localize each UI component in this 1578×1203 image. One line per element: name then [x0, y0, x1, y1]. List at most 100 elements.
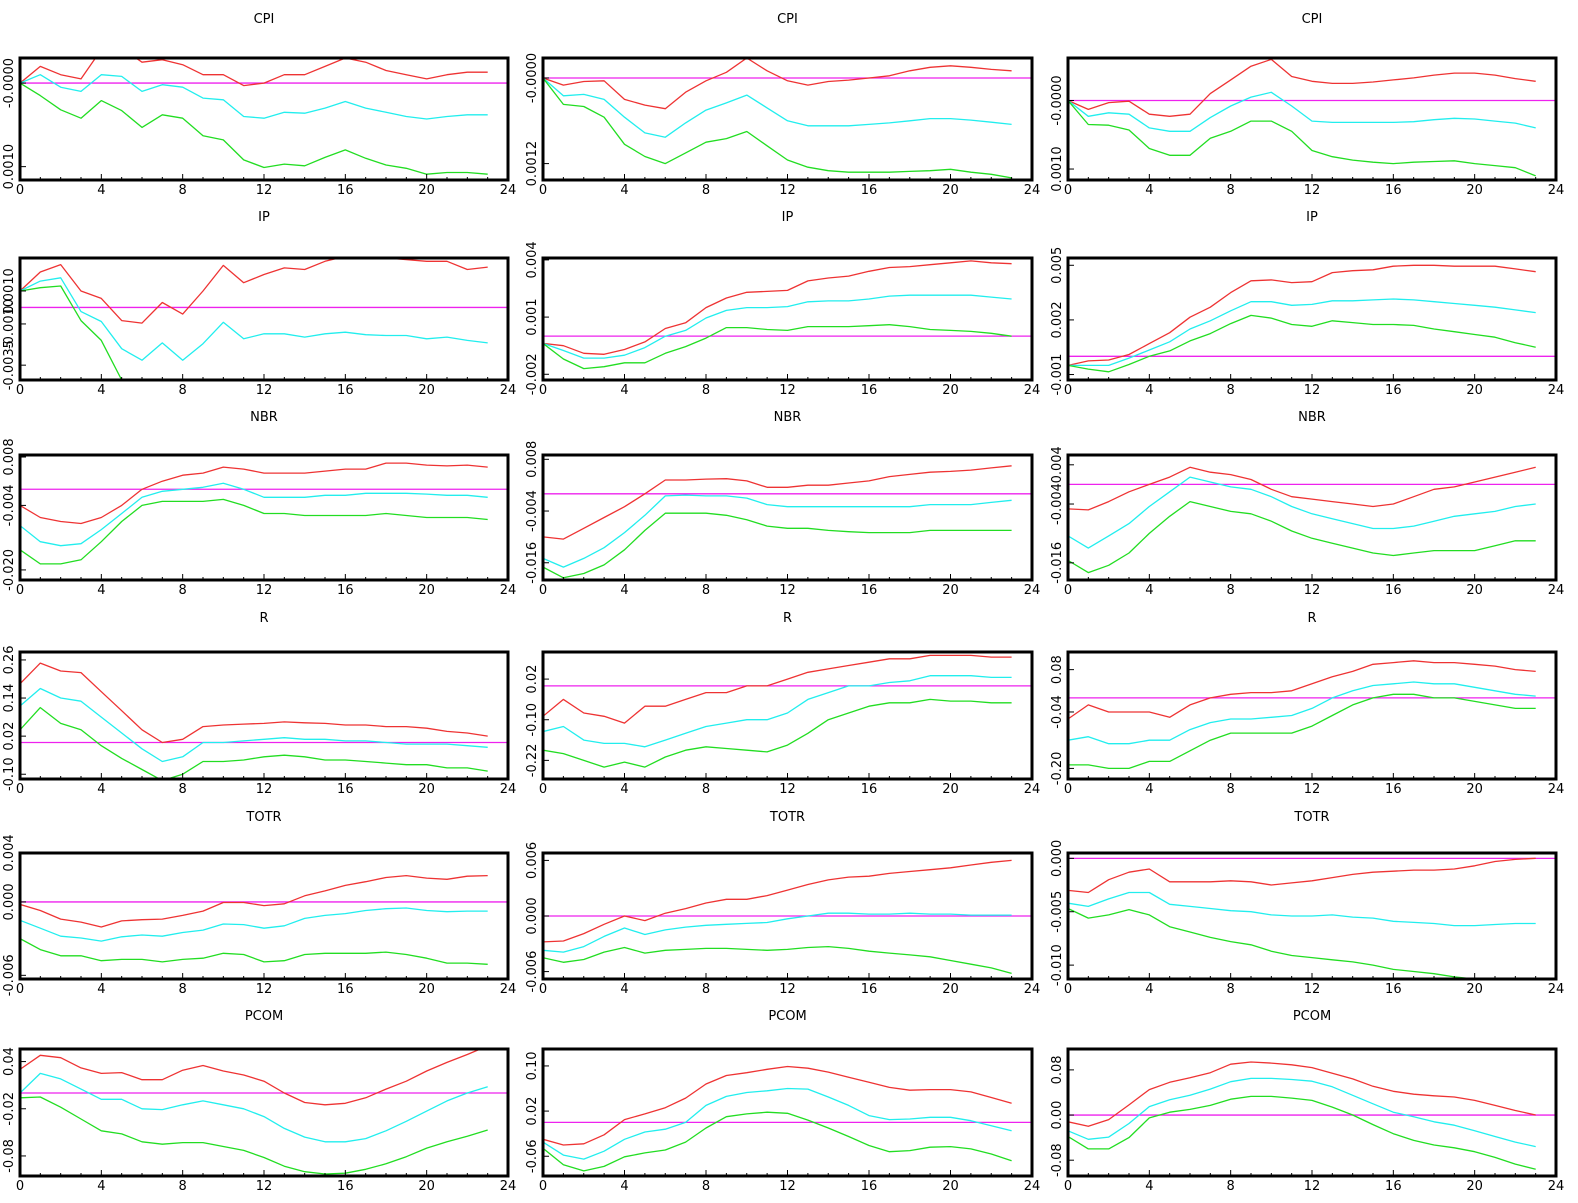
response-line [20, 687, 488, 763]
x-tick-label: 24 [500, 183, 517, 198]
x-tick-label: 8 [1227, 982, 1235, 997]
y-tick-label: 0.26 [2, 645, 17, 674]
x-tick-label: 8 [702, 782, 710, 797]
chart-panel-2: CPI 0 4 8 12 16 20 24 -0.0000 0.0012 [525, 12, 1040, 198]
y-tick-label: 0.0010 [2, 144, 17, 190]
y-tick-label: -0.020 [2, 549, 17, 591]
x-tick-label: 4 [620, 982, 628, 997]
lower-band-line [1068, 100, 1536, 177]
lower-band-line [20, 706, 488, 779]
lower-band-line [543, 1111, 1012, 1172]
chart-title: R [1307, 611, 1316, 626]
y-tick-label: 0.002 [1050, 301, 1065, 338]
x-tick-label: 20 [1466, 383, 1483, 398]
x-tick-label: 16 [1385, 982, 1402, 997]
chart-panel-16: PCOM 0 4 8 12 16 20 24 0.04 -0.02 -0.08 [2, 1009, 516, 1194]
x-tick-label: 4 [1145, 982, 1153, 997]
x-tick-label: 0 [1064, 1179, 1072, 1194]
x-tick-label: 12 [1304, 183, 1321, 198]
x-tick-label: 20 [418, 583, 435, 598]
y-tick-label: -0.006 [525, 951, 540, 993]
upper-band-line [20, 662, 488, 744]
chart-panel-5: IP 0 4 8 12 16 20 24 0.004 0.001 -0.002 [525, 210, 1040, 398]
lower-band-line [1068, 314, 1536, 373]
y-tick-label: 0.000 [1050, 840, 1065, 877]
x-tick-label: 0 [16, 782, 24, 797]
upper-band-line [20, 1049, 483, 1106]
lower-band-line [1068, 500, 1536, 574]
chart-panel-9: NBR 0 4 8 12 16 20 24 0.004-0.004 -0.016 [1050, 410, 1564, 598]
lower-band-line [543, 945, 1012, 975]
y-tick-label: -0.22 [525, 744, 540, 778]
x-tick-label: 24 [1024, 383, 1041, 398]
x-tick-label: 16 [337, 583, 354, 598]
y-tick-label: -0.06 [525, 1139, 540, 1173]
x-tick-label: 12 [1304, 383, 1321, 398]
upper-band-line [1068, 660, 1536, 720]
x-tick-label: 8 [702, 982, 710, 997]
y-tick-label: 0.02 [525, 1097, 540, 1126]
response-line [20, 1072, 488, 1143]
x-tick-label: 4 [1145, 782, 1153, 797]
chart-panel-7: NBR 0 4 8 12 16 20 24 0.008 -0.004 -0.020 [2, 410, 516, 598]
chart-title: PCOM [768, 1009, 806, 1024]
y-tick-label: -0.04 [1050, 695, 1065, 729]
x-tick-label: 12 [256, 183, 273, 198]
lower-band-line [543, 77, 1012, 179]
chart-title: TOTR [1293, 810, 1329, 825]
chart-title: NBR [774, 410, 802, 425]
x-tick-label: 24 [500, 1179, 517, 1194]
x-tick-label: 4 [1145, 383, 1153, 398]
x-tick-label: 24 [500, 982, 517, 997]
x-tick-label: 8 [1227, 583, 1235, 598]
x-tick-label: 12 [779, 383, 796, 398]
y-tick-label: 0.00 [1050, 1101, 1065, 1130]
lower-band-line [20, 498, 488, 565]
x-tick-label: 20 [418, 383, 435, 398]
chart-panel-14: TOTR 0 4 8 12 16 20 24 0.006 0.000 -0.006 [525, 810, 1040, 997]
chart-panel-4: IP 0 4 8 12 16 20 24 0.0010-0.0010-0.0035 [2, 210, 517, 398]
upper-band-line [1068, 466, 1536, 511]
plot-frame [1066, 650, 1558, 781]
upper-band-line [20, 462, 488, 525]
x-tick-label: 16 [861, 982, 878, 997]
chart-panel-1: CPI 0 4 8 12 16 20 24 -0.0000 0.0010 [2, 12, 516, 198]
x-tick-label: 20 [1466, 982, 1483, 997]
x-tick-label: 0 [539, 1179, 547, 1194]
y-tick-label: -0.0000 [1050, 75, 1065, 125]
y-tick-label: -0.0035 [2, 340, 17, 390]
response-line [543, 675, 1012, 748]
response-line [1068, 91, 1536, 132]
x-tick-label: 0 [1064, 782, 1072, 797]
chart-title: NBR [250, 410, 278, 425]
upper-band-line [543, 654, 1012, 724]
chart-panel-6: IP 0 4 8 12 16 20 24 0.005 0.002 -0.001 [1050, 210, 1564, 398]
y-tick-label: 0.008 [2, 438, 17, 475]
x-tick-label: 4 [620, 183, 628, 198]
x-tick-label: 0 [16, 583, 24, 598]
x-tick-label: 16 [861, 383, 878, 398]
y-tick-label: -0.0010 [2, 299, 17, 349]
x-tick-label: 24 [1548, 1179, 1565, 1194]
x-tick-label: 20 [942, 583, 959, 598]
chart-panel-15: TOTR 0 4 8 12 16 20 24 0.000 -0.005 -0.010 [1050, 810, 1564, 997]
y-tick-label: 0.0012 [525, 141, 540, 187]
chart-title: CPI [254, 12, 275, 27]
x-tick-label: 8 [702, 183, 710, 198]
x-tick-label: 8 [1227, 782, 1235, 797]
y-tick-label: 0.001 [525, 298, 540, 335]
upper-band-line [543, 58, 1012, 110]
plot-frame [541, 453, 1034, 582]
y-tick-label: 0.000 [2, 883, 17, 920]
x-tick-label: 12 [1304, 982, 1321, 997]
x-tick-label: 24 [500, 383, 517, 398]
lower-band-line [543, 324, 1012, 370]
plot-frame [541, 1047, 1034, 1178]
plot-frame [541, 650, 1034, 781]
lower-band-line [1068, 693, 1536, 770]
y-tick-label: -0.20 [1050, 752, 1065, 786]
chart-title: CPI [777, 12, 798, 27]
upper-band-line [20, 258, 488, 324]
x-tick-label: 0 [539, 982, 547, 997]
